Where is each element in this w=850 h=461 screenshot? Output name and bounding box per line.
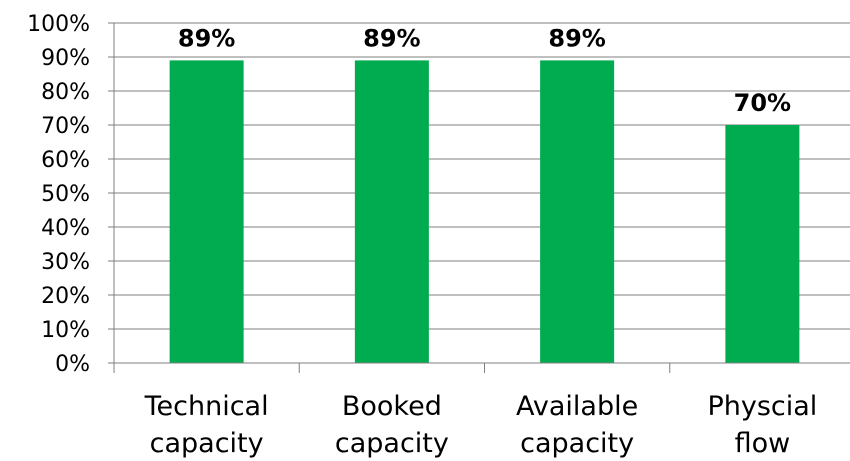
y-tick-label: 50% <box>41 182 90 207</box>
y-tick-label: 20% <box>41 284 90 309</box>
x-category-label-line: capacity <box>335 428 449 459</box>
x-category-label: Available capacity <box>516 391 638 459</box>
data-label: 89% <box>363 24 420 52</box>
x-category-label: Booked capacity <box>335 391 449 459</box>
x-category-label-line: Available <box>516 391 638 422</box>
y-tick-label: 10% <box>41 318 90 343</box>
x-category-label-line: flow <box>735 428 791 459</box>
x-category-label-line: capacity <box>520 428 634 459</box>
bar <box>169 60 244 364</box>
bar <box>354 60 429 364</box>
x-category-label-line: Booked <box>342 391 442 422</box>
y-tick-label: 100% <box>27 12 90 37</box>
x-category-label-line: capacity <box>150 428 264 459</box>
data-labels: 89% 89% 89% 70% <box>178 24 791 117</box>
y-tick-label: 90% <box>41 46 90 71</box>
bars <box>169 60 800 364</box>
data-label: 89% <box>548 24 605 52</box>
y-axis-ticks: 0% 10% 20% 30% 40% 50% 60% 70% 80% 90% 100% <box>27 12 114 377</box>
x-category-label: Physcial flow <box>707 391 817 459</box>
bar <box>725 125 800 363</box>
bar <box>540 60 615 364</box>
x-category-label: Technical capacity <box>144 391 269 459</box>
y-tick-label: 30% <box>41 250 90 275</box>
y-tick-label: 60% <box>41 148 90 173</box>
x-category-label-line: Technical <box>144 391 269 422</box>
y-tick-label: 40% <box>41 216 90 241</box>
data-label: 70% <box>734 89 791 117</box>
x-category-label-line: Physcial <box>707 391 817 422</box>
data-label: 89% <box>178 24 235 52</box>
y-tick-label: 80% <box>41 80 90 105</box>
y-tick-label: 70% <box>41 114 90 139</box>
y-tick-label: 0% <box>55 352 90 377</box>
